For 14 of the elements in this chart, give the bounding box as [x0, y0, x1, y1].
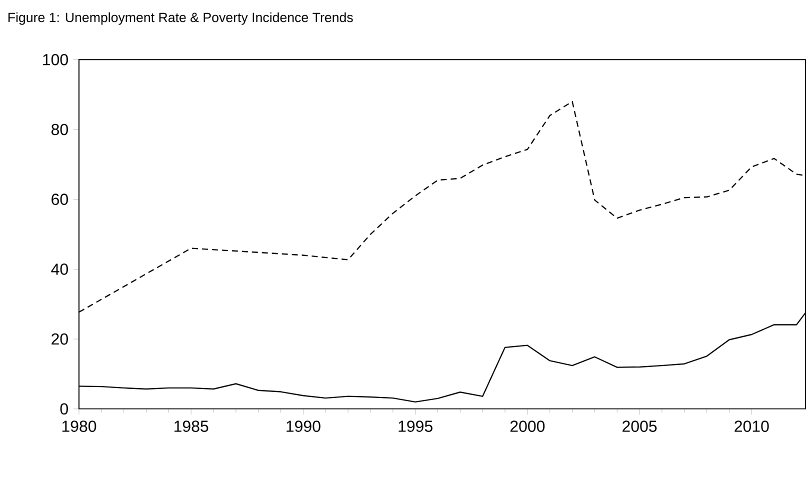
- x-tick-label: 1985: [174, 420, 208, 432]
- y-tick-label: 80: [51, 124, 68, 136]
- x-tick-label: 2000: [510, 420, 545, 432]
- x-tick-label: 2005: [622, 420, 657, 432]
- y-tick-label: 40: [51, 264, 68, 275]
- x-tick-label: 2010: [734, 420, 769, 432]
- x-tick-label: 1990: [286, 420, 320, 432]
- y-tick-label: 60: [52, 194, 68, 206]
- x-tick-label: 1980: [62, 420, 96, 432]
- y-tick-label: 100: [43, 54, 68, 66]
- chart-title: Figure 1: Unemployment Rate & Poverty Incidence Trends: [8, 12, 353, 25]
- x-tick-label: 1995: [398, 420, 432, 432]
- y-tick-label: 20: [52, 333, 68, 345]
- y-tick-label: 0: [60, 403, 68, 415]
